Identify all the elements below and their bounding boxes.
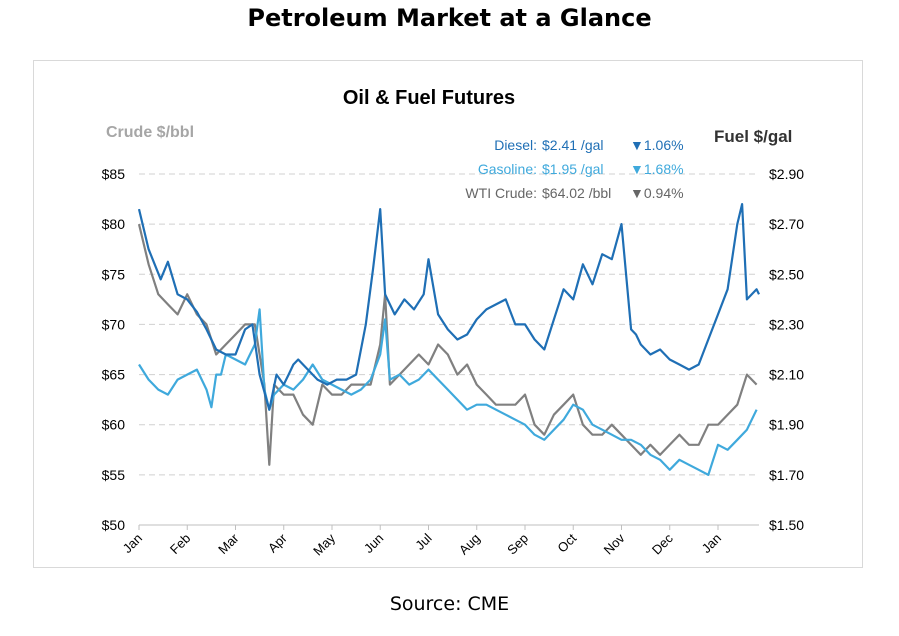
legend-change: ▼0.94% (630, 185, 684, 201)
y-left-label: Crude $/bbl (106, 124, 194, 141)
y-left-tick-label: $80 (102, 216, 126, 232)
legend-name: WTI Crude: (465, 185, 537, 201)
source-note: Source: CME (389, 593, 510, 615)
x-tick-label: Jul (412, 530, 434, 552)
legend-price: $1.95 /gal (542, 161, 604, 177)
x-tick-label: Jan (120, 531, 145, 556)
legend-entry: Diesel: $2.41 /gal ▼1.06% (494, 137, 683, 153)
legend-price: $2.41 /gal (542, 137, 604, 153)
x-tick-label: Feb (167, 531, 193, 557)
series-line-wti-crude (137, 223, 758, 466)
y-right-tick-label: $2.10 (769, 367, 804, 383)
x-tick-label: Jun (361, 531, 386, 556)
y-right-tick-label: $1.50 (769, 517, 804, 533)
x-tick-label: Apr (265, 530, 290, 555)
series-line-gasoline (138, 308, 758, 476)
x-tick-label: Aug (456, 531, 483, 558)
page-title: Petroleum Market at a Glance (247, 4, 652, 32)
y-right-tick-label: $2.70 (769, 216, 804, 232)
legend-entry: WTI Crude: $64.02 /bbl ▼0.94% (465, 185, 683, 201)
grid-lines (139, 173, 759, 526)
y-left-tick-label: $50 (102, 517, 126, 533)
legend: Diesel: $2.41 /gal ▼1.06% Gasoline: $1.95 /g… (465, 137, 683, 201)
chart-title: Oil & Fuel Futures (343, 87, 515, 109)
chart-frame: Oil & Fuel Futures Crude $/bbl Fuel $/ga… (33, 60, 863, 568)
x-tick-label: May (310, 530, 338, 558)
series-line-diesel (137, 203, 760, 411)
y-right-label: Fuel $/gal (714, 127, 792, 146)
legend-change: ▼1.06% (630, 137, 684, 153)
y-left-tick-label: $75 (102, 266, 126, 282)
y-left-tick-label: $65 (102, 367, 126, 383)
x-tick-label: Mar (215, 530, 242, 557)
legend-price: $64.02 /bbl (542, 185, 611, 201)
legend-entry: Gasoline: $1.95 /gal ▼1.68% (478, 161, 684, 177)
y-left-tick-label: $85 (102, 166, 126, 182)
y-right-tick-label: $2.50 (769, 266, 804, 282)
y-left-tick-label: $70 (102, 316, 126, 332)
legend-name: Gasoline: (478, 161, 537, 177)
x-tick-label: Dec (649, 530, 676, 557)
x-tick-label: Sep (504, 531, 531, 558)
y-left-tick-label: $60 (102, 417, 126, 433)
y-right-tick-label: $2.30 (769, 316, 804, 332)
series-lines (137, 203, 760, 476)
y-right-tick-label: $1.90 (769, 417, 804, 433)
x-tick-label: Nov (601, 530, 628, 557)
y-right-tick-label: $2.90 (769, 166, 804, 182)
x-tick-label: Oct (554, 530, 579, 555)
legend-change: ▼1.68% (630, 161, 684, 177)
y-left-tick-label: $55 (102, 467, 126, 483)
y-right-tick-label: $1.70 (769, 467, 804, 483)
futures-chart: Oil & Fuel Futures Crude $/bbl Fuel $/ga… (102, 87, 805, 558)
x-tick-label: Jan (699, 531, 724, 556)
legend-name: Diesel: (494, 137, 537, 153)
